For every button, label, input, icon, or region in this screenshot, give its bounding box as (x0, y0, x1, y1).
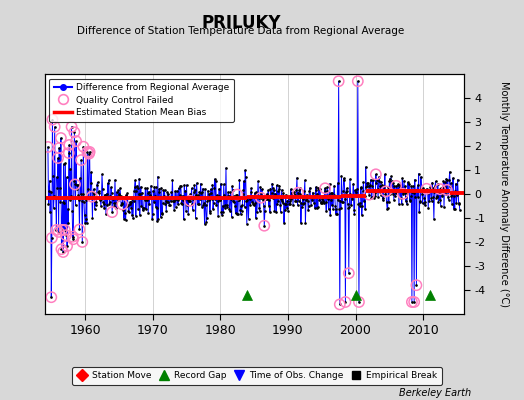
Point (62, 232, 70, 238)
Point (63, 243, 71, 249)
Point (72, 138, 80, 144)
Point (58, 227, 66, 233)
Point (68, 124, 76, 130)
Point (412, 282, 421, 288)
Point (185, 198, 194, 204)
Point (354, 78, 362, 84)
Point (69, 236, 78, 242)
Point (64, 150, 73, 156)
Point (436, 186, 444, 192)
Point (257, 194, 265, 201)
Point (443, 187, 451, 193)
Point (334, 78, 343, 84)
Point (54, 229, 63, 235)
Point (70, 129, 79, 136)
Point (341, 299, 350, 305)
Point (355, 299, 363, 305)
Point (69, 234, 77, 240)
Text: PRILUKY: PRILUKY (201, 14, 281, 32)
Point (59, 249, 67, 255)
Point (345, 270, 353, 276)
Point (410, 299, 418, 305)
Point (75, 226, 84, 233)
Legend: Station Move, Record Gap, Time of Obs. Change, Empirical Break: Station Move, Record Gap, Time of Obs. C… (72, 367, 442, 385)
Point (77, 157, 85, 163)
Point (365, 192, 373, 198)
Y-axis label: Monthly Temperature Anomaly Difference (°C): Monthly Temperature Anomaly Difference (… (499, 81, 509, 307)
Point (260, 222, 268, 229)
Point (372, 171, 380, 178)
Point (382, 188, 390, 194)
Point (399, 190, 407, 197)
Point (335, 301, 344, 308)
Point (83, 149, 92, 155)
Point (50, 124, 59, 130)
Point (118, 201, 126, 208)
Point (78, 239, 86, 245)
Point (65, 142, 73, 148)
Point (43, 144, 52, 150)
Text: Berkeley Earth: Berkeley Earth (399, 388, 472, 398)
Point (52, 227, 61, 233)
Point (57, 135, 65, 141)
Point (392, 183, 400, 189)
Point (54, 155, 62, 161)
Point (321, 185, 329, 192)
Point (233, 191, 242, 198)
Point (47, 294, 56, 300)
Legend: Difference from Regional Average, Quality Control Failed, Estimated Station Mean: Difference from Regional Average, Qualit… (49, 78, 234, 122)
Point (422, 186, 431, 192)
Point (48, 116, 57, 123)
Point (61, 227, 69, 233)
Text: Difference of Station Temperature Data from Regional Average: Difference of Station Temperature Data f… (78, 26, 405, 36)
Point (408, 299, 416, 305)
Point (71, 181, 79, 188)
Point (79, 144, 88, 150)
Point (85, 150, 93, 157)
Point (108, 209, 116, 215)
Point (88, 194, 96, 200)
Point (57, 246, 66, 252)
Point (55, 145, 63, 151)
Point (48, 235, 56, 241)
Point (85, 149, 94, 155)
Point (294, 190, 302, 196)
